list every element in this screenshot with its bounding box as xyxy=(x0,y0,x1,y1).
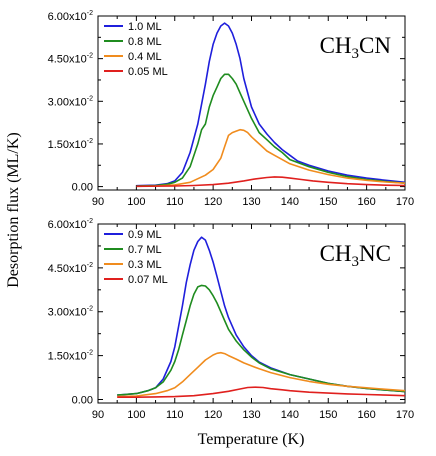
x-tick-label: 140 xyxy=(281,196,299,208)
legend-label: 0.7 ML xyxy=(128,244,162,256)
molecule-label: CH3CN xyxy=(320,33,392,62)
panel-1: 90 100 110 120 130 140 150 160 170 0.00 1.50x10-2 3… xyxy=(48,10,415,208)
x-tick-label: 90 xyxy=(92,196,104,208)
x-tick-label: 90 xyxy=(92,409,104,421)
y-tick-label: 0.00 xyxy=(72,394,93,406)
legend-label: 0.8 ML xyxy=(128,36,162,48)
y-tick-label: 6.00x10-2 xyxy=(48,10,93,23)
series-line xyxy=(117,351,406,398)
series-line xyxy=(136,22,406,187)
legend-label: 0.9 ML xyxy=(128,229,162,241)
legend-label: 0.05 ML xyxy=(128,66,168,78)
series-line xyxy=(136,73,406,187)
x-tick-label: 130 xyxy=(242,409,260,421)
series-line xyxy=(136,176,406,188)
y-tick-label: 3.00x10-2 xyxy=(48,306,93,319)
legend-label: 0.4 ML xyxy=(128,51,162,63)
x-tick-label: 160 xyxy=(357,196,375,208)
x-tick-label: 150 xyxy=(319,409,337,421)
x-tick-label: 170 xyxy=(396,196,414,208)
y-tick-label: 0.00 xyxy=(72,182,93,194)
x-tick-label: 170 xyxy=(396,409,414,421)
legend-label: 0.3 ML xyxy=(128,259,162,271)
x-tick-label: 110 xyxy=(166,409,184,421)
series-line xyxy=(136,128,406,188)
x-tick-label: 100 xyxy=(127,196,145,208)
x-tick-label: 130 xyxy=(242,196,260,208)
y-tick-label: 4.50x10-2 xyxy=(48,53,93,66)
molecule-label: CH3NC xyxy=(320,241,391,270)
x-tick-label: 150 xyxy=(319,196,337,208)
x-tick-label: 120 xyxy=(204,409,222,421)
legend-label: 0.07 ML xyxy=(128,274,168,286)
y-tick-label: 3.00x10-2 xyxy=(48,95,93,108)
x-tick-label: 100 xyxy=(127,409,145,421)
series-line xyxy=(117,284,406,396)
y-tick-label: 1.50x10-2 xyxy=(48,350,93,363)
y-axis-title: Desorption flux (ML/K) xyxy=(5,132,22,288)
series-line xyxy=(117,386,406,399)
y-tick-label: 4.50x10-2 xyxy=(48,262,93,275)
x-tick-label: 110 xyxy=(166,196,184,208)
y-tick-label: 6.00x10-2 xyxy=(48,218,93,231)
x-tick-label: 120 xyxy=(204,196,222,208)
x-tick-label: 140 xyxy=(281,409,299,421)
x-axis-title: Temperature (K) xyxy=(198,431,305,448)
legend-label: 1.0 ML xyxy=(128,21,162,33)
panel-2: 90 100 110 120 130 140 150 160 170 0.00 1.50x10-2 3… xyxy=(48,218,415,421)
x-tick-label: 160 xyxy=(357,409,375,421)
y-tick-label: 1.50x10-2 xyxy=(48,138,93,151)
